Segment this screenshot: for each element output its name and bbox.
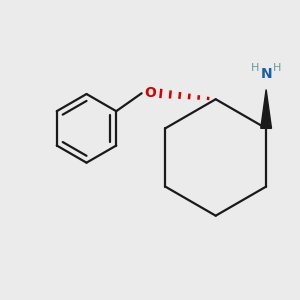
Polygon shape (261, 89, 272, 128)
Text: H: H (250, 63, 259, 73)
Text: O: O (145, 86, 157, 100)
Text: H: H (273, 63, 282, 73)
Text: N: N (260, 67, 272, 81)
